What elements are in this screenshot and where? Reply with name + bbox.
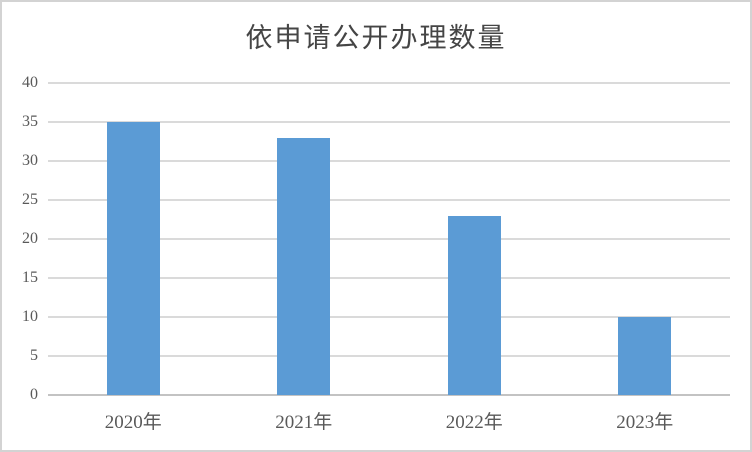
gridline-y40 [48, 82, 730, 84]
y-tick-label-30: 30 [22, 152, 38, 169]
bar-2023年 [618, 317, 672, 395]
bar-2020年 [106, 122, 160, 395]
y-tick-label-5: 5 [30, 347, 38, 364]
gridline-y30 [48, 160, 730, 162]
gridline-y25 [48, 199, 730, 201]
gridline-y20 [48, 238, 730, 240]
y-tick-label-40: 40 [22, 74, 38, 91]
y-tick-label-0: 0 [30, 386, 38, 403]
gridline-y5 [48, 355, 730, 357]
y-tick-label-20: 20 [22, 230, 38, 247]
gridline-y35 [48, 121, 730, 123]
y-tick-label-35: 35 [22, 113, 38, 130]
gridline-y10 [48, 316, 730, 318]
bar-2022年 [447, 215, 501, 395]
y-tick-label-10: 10 [22, 308, 38, 325]
gridline-y15 [48, 277, 730, 279]
bar-2021年 [277, 137, 331, 395]
x-tick-label-2023年: 2023年 [616, 412, 674, 433]
y-tick-label-25: 25 [22, 191, 38, 208]
x-axis-line [48, 394, 730, 396]
plot-area: 0 5 10 15 20 25 30 35 40 2020年 2021年 2022年 2023年 [22, 74, 730, 433]
x-tick-label-2021年: 2021年 [275, 412, 333, 433]
x-tick-label-2022年: 2022年 [445, 412, 503, 433]
chart-title: 依申请公开办理数量 [245, 23, 507, 53]
x-tick-label-2020年: 2020年 [104, 412, 162, 433]
y-tick-label-15: 15 [22, 269, 38, 286]
